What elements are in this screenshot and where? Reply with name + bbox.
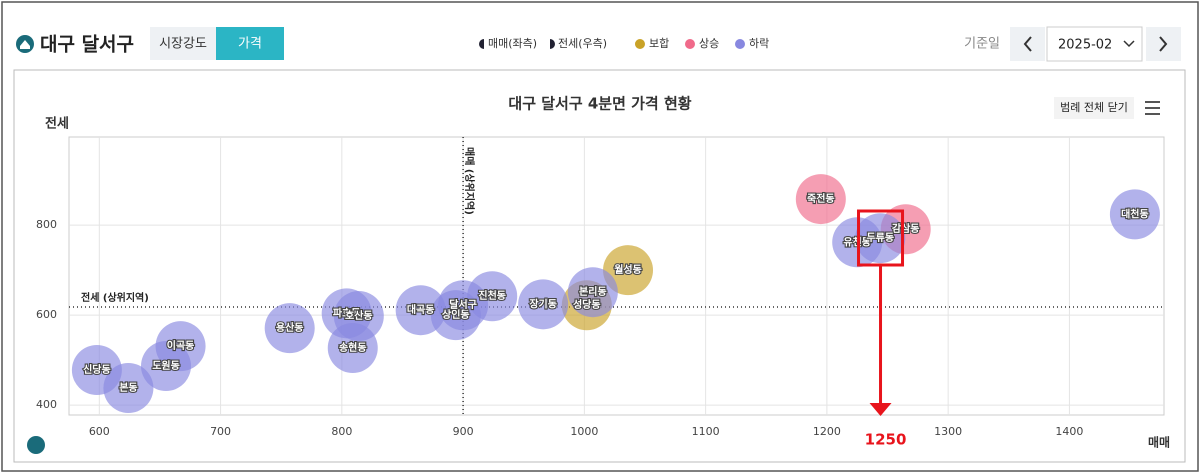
y-tick-label: 400 bbox=[36, 398, 57, 411]
bubble bbox=[1109, 189, 1160, 240]
bubble-label: 감삼동 bbox=[892, 222, 920, 235]
next-button[interactable] bbox=[1146, 27, 1181, 61]
chart-panel bbox=[13, 69, 1186, 463]
bubble-label: 상인동 bbox=[442, 308, 470, 321]
date-value[interactable]: 2025-02 bbox=[1058, 38, 1112, 53]
bubble-label: 죽전동 bbox=[807, 192, 835, 205]
logo-house bbox=[20, 40, 30, 49]
legend-dot bbox=[735, 39, 745, 49]
chart-title: 대구 달서구 4분면 가격 현황 bbox=[508, 95, 691, 113]
x-axis-label: 매매 bbox=[1148, 435, 1170, 450]
logo-small bbox=[27, 436, 45, 454]
bubble-label: 장기동 bbox=[529, 297, 557, 310]
bubble bbox=[467, 271, 518, 322]
bubble bbox=[795, 174, 846, 225]
prev-icon[interactable] bbox=[1023, 36, 1032, 52]
tab-label[interactable]: 가격 bbox=[238, 37, 262, 52]
bubble-label: 도원동 bbox=[152, 359, 180, 372]
annotation-label: 1250 bbox=[865, 431, 907, 449]
x-tick-label: 1100 bbox=[692, 425, 720, 438]
bubble bbox=[264, 303, 315, 354]
bubble bbox=[103, 363, 154, 414]
reference-label: 전세 (상위지역) bbox=[81, 291, 149, 304]
bubble-label: 두류동 bbox=[866, 232, 894, 244]
x-tick-label: 600 bbox=[89, 425, 110, 438]
y-tick-label: 800 bbox=[36, 218, 57, 231]
bubble bbox=[567, 267, 618, 318]
legend-icon bbox=[479, 39, 484, 49]
x-tick-label: 1400 bbox=[1055, 425, 1083, 438]
x-tick-label: 700 bbox=[210, 425, 231, 438]
bubble-label: 이곡동 bbox=[167, 339, 195, 352]
bubble bbox=[518, 279, 569, 330]
reference-label: 매매 (상위지역) bbox=[463, 147, 476, 215]
arrow-head bbox=[869, 403, 892, 416]
bubble-label: 용산동 bbox=[276, 321, 304, 334]
prev-button[interactable] bbox=[1010, 27, 1045, 61]
page-title: 대구 달서구 bbox=[40, 34, 134, 56]
tab[interactable] bbox=[150, 27, 216, 60]
plot-area bbox=[68, 136, 1165, 416]
tab-active[interactable] bbox=[216, 27, 284, 60]
bubble-label: 파호동 bbox=[333, 306, 361, 319]
bubble-label: 송현동 bbox=[339, 341, 367, 354]
x-tick-label: 1200 bbox=[813, 425, 841, 438]
legend-icon bbox=[550, 39, 555, 49]
bubble bbox=[327, 322, 378, 373]
bubble-label: 신당동 bbox=[83, 363, 111, 376]
bubble bbox=[155, 321, 206, 372]
x-tick-label: 900 bbox=[453, 425, 474, 438]
legend-dot bbox=[685, 39, 695, 49]
legend-label: 매매(좌측) bbox=[488, 37, 537, 50]
next-icon[interactable] bbox=[1159, 36, 1168, 52]
x-tick-label: 1000 bbox=[570, 425, 598, 438]
bubble-label: 호산동 bbox=[345, 309, 373, 322]
bubble-label: 달서구 bbox=[449, 298, 477, 311]
bubble-label: 대곡동 bbox=[407, 303, 435, 316]
legend-label: 상승 bbox=[699, 37, 719, 50]
legend-button-label[interactable]: 범례 전체 닫기 bbox=[1060, 101, 1128, 114]
bubble-label: 월성동 bbox=[614, 263, 642, 276]
legend-label: 전세(우측) bbox=[558, 37, 607, 50]
bubble-label: 본동 bbox=[119, 382, 137, 394]
x-tick-label: 1300 bbox=[934, 425, 962, 438]
x-tick-label: 800 bbox=[331, 425, 352, 438]
y-axis-label: 전세 bbox=[45, 116, 69, 132]
bubble-label: 성당동 bbox=[573, 298, 601, 311]
bubble bbox=[855, 213, 906, 264]
bubble-label: 진천동 bbox=[478, 289, 506, 302]
legend-dot bbox=[635, 39, 645, 49]
menu-icon[interactable] bbox=[1145, 101, 1160, 115]
legend-label: 하락 bbox=[749, 36, 769, 50]
y-tick-label: 600 bbox=[36, 308, 57, 321]
select-arrow[interactable] bbox=[1123, 40, 1135, 48]
tab-label[interactable]: 시장강도 bbox=[159, 37, 207, 52]
bubble-label: 본리동 bbox=[579, 285, 607, 298]
bubble-label: 대천동 bbox=[1121, 207, 1149, 220]
date-label: 기준일 bbox=[964, 37, 1000, 52]
legend-label: 보합 bbox=[649, 37, 669, 50]
legend-button[interactable] bbox=[1054, 97, 1134, 119]
